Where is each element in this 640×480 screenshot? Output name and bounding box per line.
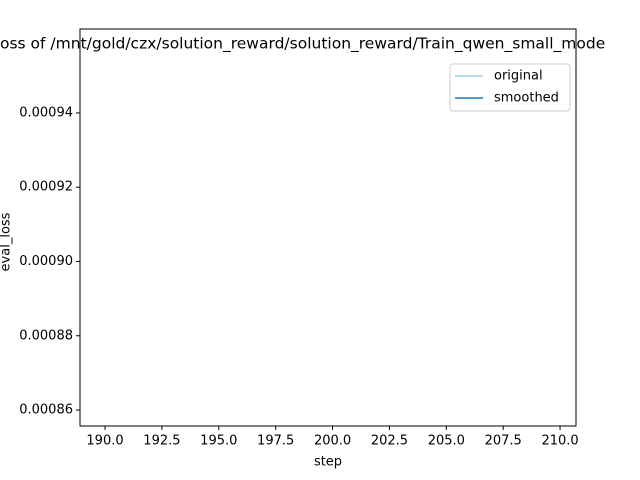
plot-frame bbox=[79, 28, 577, 427]
x-axis-label: step bbox=[314, 455, 342, 470]
legend-label: smoothed bbox=[494, 91, 559, 106]
x-tick-label: 200.0 bbox=[314, 434, 351, 449]
y-tick-label: 0.00088 bbox=[19, 328, 73, 343]
x-tick-label: 197.5 bbox=[257, 434, 294, 449]
x-tick-label: 205.0 bbox=[428, 434, 465, 449]
x-tick-label: 210.0 bbox=[541, 434, 578, 449]
y-axis-label: eval_loss bbox=[0, 212, 14, 271]
x-tick-label: 202.5 bbox=[371, 434, 408, 449]
y-tick-label: 0.00094 bbox=[19, 105, 73, 120]
x-tick-label: 190.0 bbox=[86, 434, 123, 449]
x-tick-label: 207.5 bbox=[485, 434, 522, 449]
y-tick-label: 0.00092 bbox=[19, 180, 73, 195]
chart-title: oss of /mnt/gold/czx/solution_reward/sol… bbox=[0, 35, 605, 54]
x-tick-label: 192.5 bbox=[143, 434, 180, 449]
y-tick-label: 0.00086 bbox=[19, 403, 73, 418]
legend-label: original bbox=[494, 69, 543, 84]
legend: original smoothed bbox=[449, 63, 571, 112]
y-tick-label: 0.00090 bbox=[19, 254, 73, 269]
x-tick-label: 195.0 bbox=[200, 434, 237, 449]
